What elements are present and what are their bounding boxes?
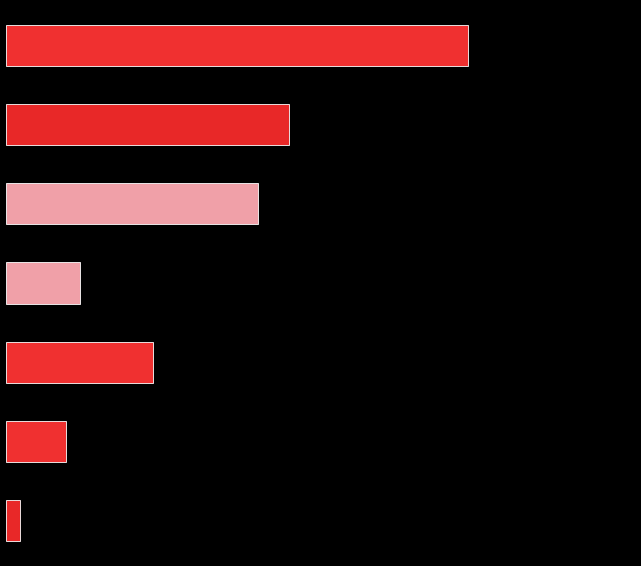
Bar <box>6 342 153 383</box>
Bar <box>6 25 468 66</box>
Bar <box>6 421 67 462</box>
Bar <box>6 183 258 224</box>
Bar <box>6 263 80 303</box>
Bar <box>6 104 289 145</box>
Bar <box>6 500 20 541</box>
